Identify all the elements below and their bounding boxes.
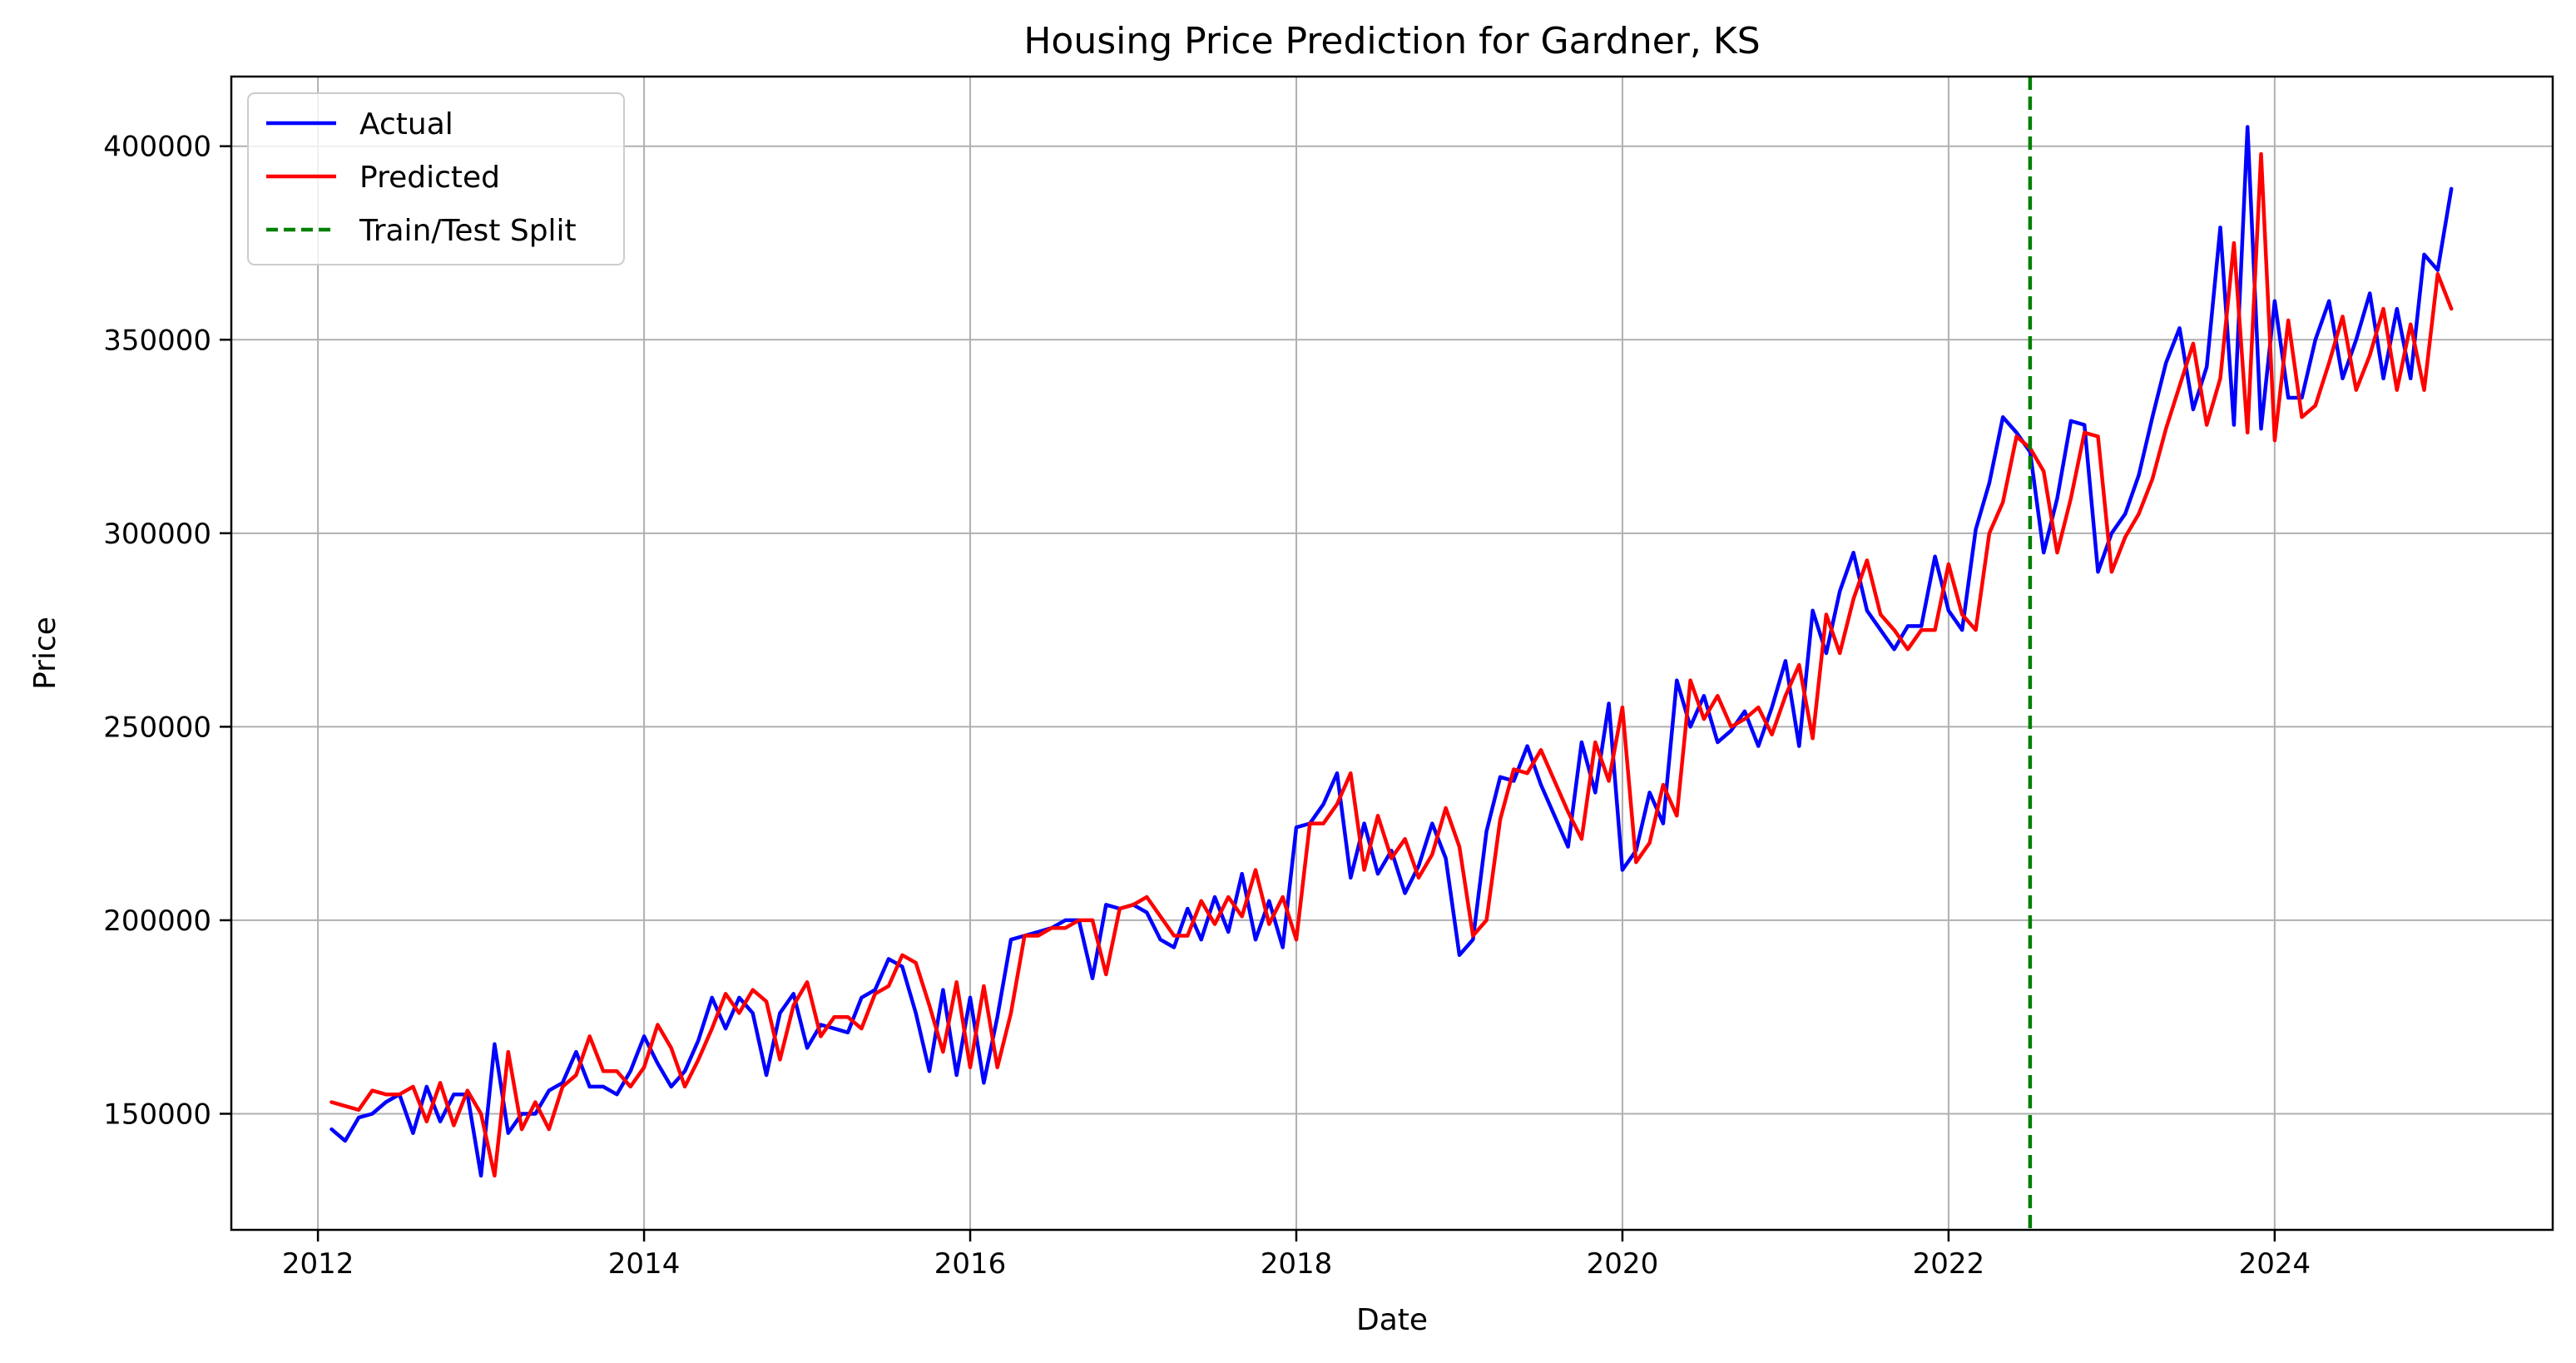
legend-predicted-label: Predicted (359, 161, 500, 195)
series-layer (329, 125, 2454, 1178)
series-line-predicted (329, 151, 2454, 1178)
chart-title: Housing Price Prediction for Gardner, KS (1023, 20, 1760, 62)
x-tick-label: 2014 (608, 1247, 681, 1281)
y-tick-label: 250000 (103, 711, 211, 744)
x-tick-label: 2024 (2239, 1247, 2311, 1281)
legend-split-label: Train/Test Split (359, 214, 577, 248)
plot-frame (230, 75, 2554, 1232)
x-axis-label: Date (1356, 1303, 1428, 1337)
legend: Actual Predicted Train/Test Split (247, 92, 625, 265)
x-tick-label: 2012 (282, 1247, 354, 1281)
series-line-actual (329, 125, 2454, 1178)
x-tick-label: 2016 (934, 1247, 1007, 1281)
y-tick-label: 350000 (103, 324, 211, 357)
legend-actual-label: Actual (359, 107, 453, 141)
y-tick-label: 300000 (103, 518, 211, 551)
ticks: 2012 2014 2016 2018 2020 2022 2024 150000 200000… (103, 131, 2311, 1281)
y-tick-label: 200000 (103, 905, 211, 938)
y-axis-label: Price (28, 617, 62, 690)
grid (231, 77, 2553, 1230)
y-tick-label: 400000 (103, 131, 211, 164)
x-tick-label: 2020 (1587, 1247, 1659, 1281)
x-tick-label: 2022 (1913, 1247, 1985, 1281)
y-tick-label: 150000 (103, 1098, 211, 1131)
x-tick-label: 2018 (1261, 1247, 1333, 1281)
legend-frame (247, 92, 625, 265)
